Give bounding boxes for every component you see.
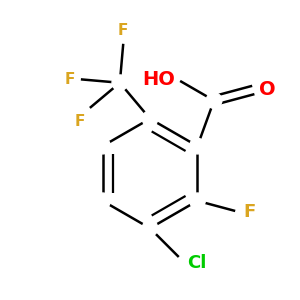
Circle shape bbox=[95, 193, 110, 209]
Text: Cl: Cl bbox=[187, 254, 206, 272]
Text: F: F bbox=[244, 203, 256, 221]
Text: F: F bbox=[64, 72, 75, 87]
Circle shape bbox=[190, 193, 205, 209]
Circle shape bbox=[142, 220, 158, 236]
Circle shape bbox=[142, 111, 158, 127]
Circle shape bbox=[112, 75, 128, 91]
Text: F: F bbox=[75, 114, 85, 129]
Text: F: F bbox=[118, 22, 128, 38]
Text: O: O bbox=[259, 80, 275, 100]
Text: HO: HO bbox=[142, 70, 176, 89]
Circle shape bbox=[206, 93, 222, 108]
Circle shape bbox=[190, 138, 205, 154]
Circle shape bbox=[95, 138, 110, 154]
